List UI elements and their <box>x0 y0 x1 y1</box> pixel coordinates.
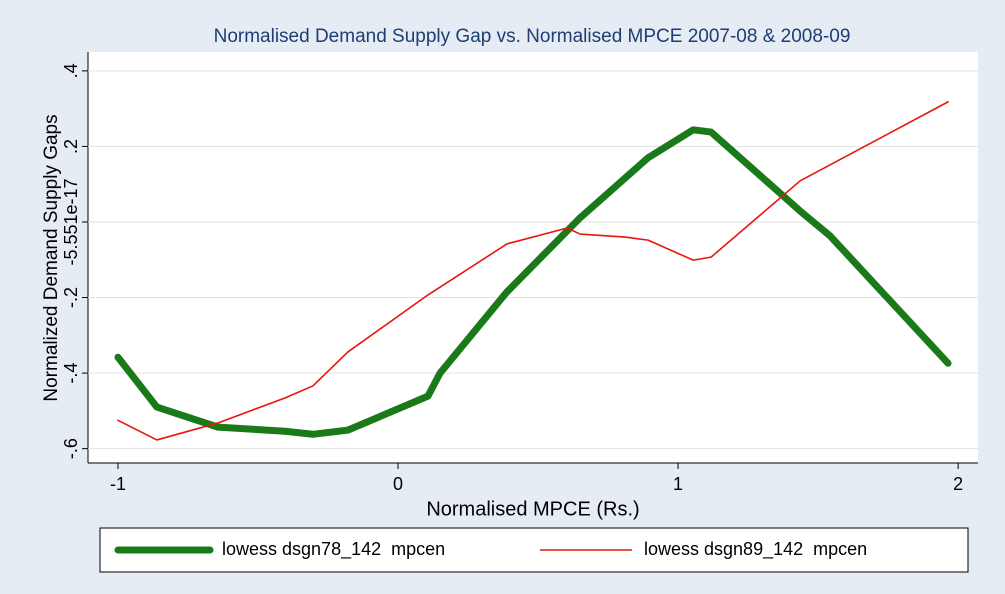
series-line <box>114 126 952 438</box>
legend-label: lowess dsgn78_142 mpcen <box>222 539 445 560</box>
legend-label: lowess dsgn89_142 mpcen <box>644 539 867 560</box>
y-tick-label: .4 <box>61 63 81 78</box>
x-tick-label: 2 <box>953 474 963 494</box>
x-tick-label: 0 <box>393 474 403 494</box>
y-tick-label: -.2 <box>61 287 81 308</box>
plot-area <box>88 52 978 463</box>
y-tick-label: -.4 <box>61 363 81 384</box>
x-tick-label: -1 <box>110 474 126 494</box>
y-tick-label: -5.551e-17 <box>61 178 81 265</box>
x-axis-title: Normalised MPCE (Rs.) <box>426 498 639 520</box>
y-tick-label: -.6 <box>61 438 81 459</box>
legend <box>99 527 969 573</box>
chart-title: Normalised Demand Supply Gap vs. Normali… <box>214 26 851 47</box>
x-tick-label: 1 <box>673 474 683 494</box>
y-tick-label: .2 <box>61 139 81 154</box>
y-axis-title: Normalized Demand Supply Gaps <box>41 114 62 401</box>
series-line <box>117 101 949 441</box>
